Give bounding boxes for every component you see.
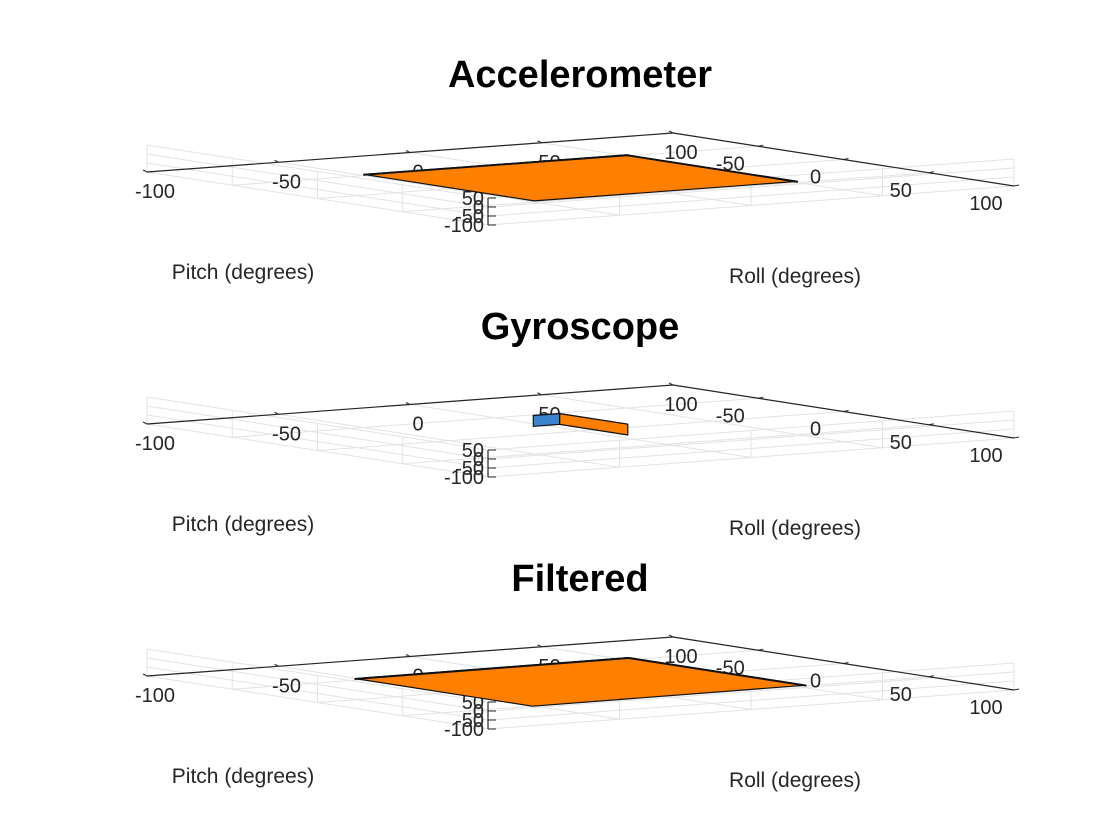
pitch-tick [1013,184,1020,187]
floor-grid-y [402,424,929,465]
pitch-tick-label: 50 [890,180,912,202]
roll-tick-label: -50 [272,171,301,193]
roll-tick [537,392,542,396]
roll-axis-label: Roll (degrees) [729,769,861,792]
z-tick-label: -50 [455,710,484,732]
sensor-box [363,154,798,202]
pitch-tick-label: -50 [716,405,745,427]
chart-panel-1: 100500-50-100-50050100500-50-100Accelero… [135,54,1020,288]
box-side-face [354,656,630,681]
roll-tick-label: -50 [272,675,301,697]
roll-tick [668,634,674,638]
chart-panel-3: 100500-50-100-50050100500-50-100Filtered… [135,558,1020,792]
box-side-face [363,154,628,176]
pitch-tick [843,662,849,664]
roll-tick-label: 100 [664,646,697,668]
roll-tick [405,150,411,153]
pitch-tick [928,423,934,426]
roll-tick-label: -50 [272,423,301,445]
roll-tick [142,169,148,173]
z-tick-label: -100 [444,215,484,237]
roll-tick [537,644,542,648]
pitch-axis-label: Pitch (degrees) [172,261,314,284]
roll-tick-label: 100 [664,394,697,416]
roll-axis-label: Roll (degrees) [729,517,861,540]
roll-tick-label: 100 [664,142,697,164]
pitch-axis-label: Pitch (degrees) [172,513,314,536]
pitch-tick [758,144,764,147]
roll-tick [274,411,279,415]
pitch-tick [1013,436,1020,439]
roll-tick [274,159,279,163]
z-tick-label: -100 [444,719,484,741]
pitch-tick-label: 50 [890,432,912,454]
box-side-face [532,413,561,427]
pitch-tick-label: 100 [969,697,1002,719]
pitch-tick [843,158,849,160]
roll-tick [405,654,411,657]
sensor-box [532,413,629,436]
roll-tick [142,421,148,425]
roll-tick [668,382,674,386]
roll-tick-label: 0 [412,414,423,436]
pitch-tick [843,410,849,412]
pitch-tick [1013,688,1020,691]
roll-tick [405,402,411,405]
roll-tick [274,663,279,667]
floor-grid-y [402,172,929,213]
pitch-tick-label: 0 [810,419,821,441]
chart-panel-2: 100500-50-100-50050100500-50-100Gyroscop… [135,306,1020,540]
floor-grid-y [317,411,844,451]
z-tick-label: 0 [473,197,484,219]
pitch-tick [758,648,764,651]
pitch-tick [928,675,934,678]
chart-title: Accelerometer [448,54,712,96]
roll-axis-label: Roll (degrees) [729,265,861,288]
roll-tick-label: -100 [135,433,175,455]
pitch-tick [928,171,934,174]
pitch-tick-label: 0 [810,167,821,189]
pitch-tick [758,396,764,399]
z-tick-label: 50 [462,440,484,462]
roll-tick [537,140,542,144]
z-tick-label: -50 [455,458,484,480]
pitch-tick-label: 50 [890,684,912,706]
roll-tick [668,130,674,134]
pitch-tick-label: 100 [969,445,1002,467]
z-tick-label: -100 [444,467,484,489]
pitch-tick-label: 0 [810,671,821,693]
floor-grid-y [232,397,759,438]
chart-title: Filtered [511,558,648,600]
roll-tick-label: -100 [135,685,175,707]
z-tick-label: 0 [473,449,484,471]
z-tick-label: -50 [455,206,484,228]
roll-tick-label: -100 [135,181,175,203]
z-tick-label: 0 [473,701,484,723]
z-tick-label: 50 [462,188,484,210]
sensor-box [354,656,807,707]
chart-title: Gyroscope [481,306,680,348]
pitch-tick-label: 100 [969,193,1002,215]
roll-tick [142,673,148,677]
pitch-axis-label: Pitch (degrees) [172,765,314,788]
